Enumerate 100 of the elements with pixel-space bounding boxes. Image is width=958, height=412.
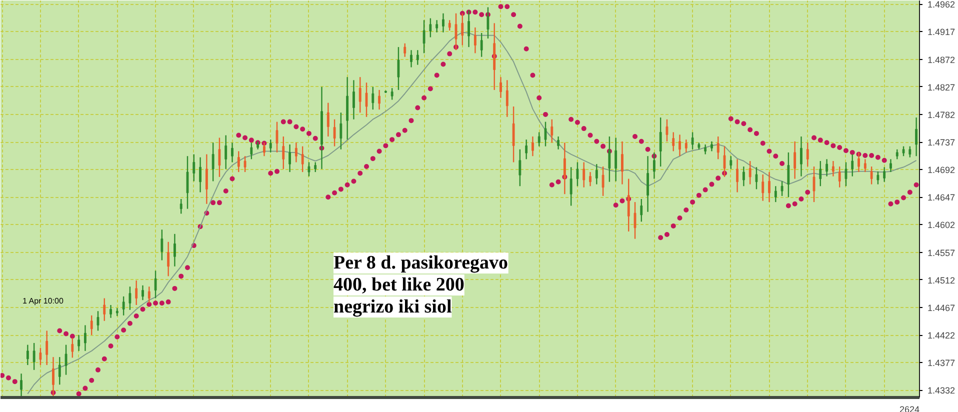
candlestick [212,142,214,182]
annotation: 1 Apr 10:00 [22,296,64,306]
candlestick [372,86,374,110]
candlestick [704,144,707,155]
candlestick [710,140,713,152]
candlestick [244,156,246,173]
y-tick-label: 1.4782 [928,110,956,120]
candlestick [684,138,688,154]
candlestick [358,76,362,114]
candlestick [736,158,739,193]
candlestick [480,32,483,58]
candlestick [576,162,579,187]
candlestick [544,121,547,147]
candlestick [404,42,406,58]
y-tick-label: 1.4377 [928,358,956,368]
y-tick-label: 1.4332 [928,386,956,396]
y-tick-label: 1.4422 [928,330,956,341]
candlestick [46,330,48,366]
candlestick [142,284,144,301]
candlestick [186,156,189,210]
candlestick [448,20,451,32]
candlestick [84,324,86,352]
candlestick [390,88,394,100]
candlestick [742,166,745,187]
candlestick [838,166,841,188]
candlestick [896,148,898,160]
candlestick [787,152,790,198]
candlestick [128,286,132,310]
y-tick-label: 1.4872 [928,54,956,65]
candlestick [160,229,164,261]
candlestick [205,154,208,204]
candlestick [122,296,125,316]
candlestick [174,233,176,267]
candlestick [538,132,540,147]
candlestick [832,160,834,177]
candlestick [282,136,285,170]
candlestick [570,166,572,206]
candlestick [755,166,758,190]
candlestick [224,134,228,170]
y-tick-label: 1.4602 [928,220,956,230]
candlestick [288,144,291,173]
candlestick [870,166,873,185]
candlestick [730,156,732,170]
y-tick-label: 1.4692 [928,165,956,176]
candlestick [876,170,880,185]
candlestick [422,20,426,54]
candlestick [314,162,317,173]
candlestick [237,150,240,173]
annotation: Per 8 d. pasikoregavo 400, bet like 200 negrizo iki siol [334,252,508,318]
candlestick [908,146,912,158]
candlestick [621,140,624,185]
candlestick [774,186,777,203]
y-tick-label: 1.4737 [928,138,956,148]
candlestick [96,310,100,332]
candlestick [602,166,604,197]
candlestick [864,158,866,173]
candlestick [20,373,22,397]
candlestick [844,162,848,187]
candlestick [78,334,80,352]
candlestick [640,198,643,222]
candlestick [582,162,586,188]
candlestick [659,116,662,168]
candlestick [614,137,618,182]
candlestick [812,166,816,203]
candlestick [397,46,400,91]
candlestick [294,142,298,163]
candlestick [819,160,822,187]
candlestick [365,82,368,118]
candlestick [595,163,598,185]
candlestick [90,314,93,336]
candlestick [512,106,515,163]
candlestick [883,166,886,182]
y-tick-label: 1.4827 [928,82,956,92]
candlestick [276,121,278,154]
y-tick-label: 1.4512 [928,275,956,286]
candlestick [442,12,444,33]
candlestick [416,50,419,66]
candlestick [634,201,636,240]
candlestick [308,162,310,177]
candlestick [794,140,796,180]
candlestick [506,80,508,118]
candlestick [218,137,221,178]
candlestick [672,132,675,152]
candlestick [64,344,68,376]
candlestick [608,136,611,182]
candlestick [26,344,29,366]
candlestick [352,80,355,120]
candlestick [231,142,234,163]
candlestick [525,138,528,160]
candlestick [500,76,502,99]
candlestick [716,136,720,160]
candlestick [180,198,182,214]
candlestick [301,146,304,173]
candlestick [666,118,668,142]
candlestick [326,102,330,138]
candlestick [768,171,770,203]
y-tick-label: 1.4962 [928,0,956,10]
candlestick [806,142,809,168]
candlestick [135,280,138,306]
candlestick [429,18,432,38]
